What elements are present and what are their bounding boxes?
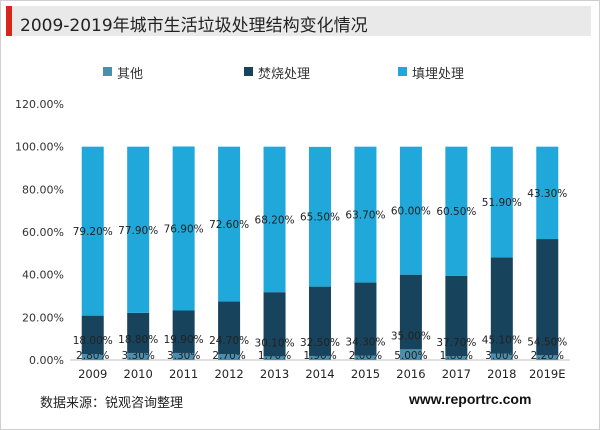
data-label-landfill: 63.70% — [345, 210, 385, 222]
bar-segment-landfill — [127, 146, 150, 313]
legend-swatch-other — [103, 67, 112, 76]
bar-segment-incineration — [399, 274, 422, 350]
bar-segment-other — [354, 355, 377, 360]
data-label-landfill: 79.20% — [73, 226, 113, 238]
bar-segment-other — [536, 355, 559, 360]
website-link[interactable]: www.reportrc.com — [409, 391, 532, 407]
data-label-landfill: 60.50% — [436, 206, 476, 218]
data-label-incineration: 30.10% — [255, 337, 295, 349]
legend: 其他 焚烧处理 填埋处理 — [0, 63, 600, 83]
title-accent-bar — [6, 6, 12, 36]
data-label-landfill: 43.30% — [527, 188, 567, 200]
bar-segment-other — [218, 354, 241, 360]
x-tick-label: 2019E — [529, 367, 566, 381]
y-tick-label: 20.00% — [22, 311, 64, 324]
bar-segment-incineration — [309, 286, 331, 356]
bar-segment-landfill — [490, 146, 513, 258]
bar-segment-incineration — [218, 301, 241, 355]
bar-segment-landfill — [399, 146, 422, 275]
bar-segment-landfill — [445, 146, 468, 276]
bar-segment-other — [127, 352, 150, 360]
legend-label-other: 其他 — [117, 67, 144, 82]
data-source: 数据来源：锐观咨询整理 — [40, 396, 184, 411]
bar-segment-other — [263, 356, 286, 360]
data-label-other: 3.30% — [122, 350, 155, 362]
bar-segment-other — [81, 354, 104, 360]
bar-segment-incineration — [490, 257, 513, 354]
legend-label-landfill: 填埋处理 — [412, 67, 465, 82]
data-label-landfill: 76.90% — [164, 223, 204, 235]
chart-title: 2009-2019年城市生活垃圾处理结构变化情况 — [20, 16, 368, 36]
x-tick-label: 2017 — [442, 367, 471, 381]
y-tick-label: 60.00% — [22, 226, 64, 239]
bar-segment-landfill — [172, 146, 195, 311]
data-label-incineration: 54.50% — [527, 336, 567, 348]
data-label-other: 5.00% — [394, 350, 427, 362]
bar-segment-landfill — [81, 146, 104, 316]
bar-segment-incineration — [354, 282, 377, 356]
data-label-landfill: 68.20% — [255, 214, 295, 226]
bar-segment-other — [445, 356, 468, 360]
data-label-landfill: 72.60% — [209, 219, 249, 231]
data-label-incineration: 35.00% — [391, 330, 431, 342]
x-tick-label: 2012 — [214, 367, 243, 381]
y-tick-label: 0.00% — [29, 354, 64, 367]
data-label-incineration: 45.10% — [482, 335, 522, 347]
data-label-incineration: 34.30% — [345, 337, 385, 349]
legend-label-incineration: 焚烧处理 — [258, 67, 311, 82]
data-label-landfill: 65.50% — [300, 212, 340, 224]
data-label-incineration: 18.00% — [73, 335, 113, 347]
x-tick-label: 2010 — [124, 367, 153, 381]
bar-segment-incineration — [445, 275, 468, 357]
bar-segment-incineration — [536, 239, 559, 356]
data-label-landfill: 77.90% — [118, 225, 158, 237]
bar-segment-landfill — [354, 146, 377, 283]
x-tick-label: 2009 — [78, 367, 107, 381]
bar-segment-landfill — [309, 146, 331, 287]
bar-segment-other — [172, 352, 195, 360]
data-label-other: 3.30% — [167, 350, 200, 362]
data-label-landfill: 51.90% — [482, 197, 522, 209]
x-tick-label: 2016 — [396, 367, 425, 381]
legend-swatch-incineration — [244, 67, 253, 76]
y-tick-label: 40.00% — [22, 269, 64, 282]
x-tick-label: 2014 — [305, 367, 334, 381]
x-tick-label: 2011 — [169, 367, 198, 381]
data-label-landfill: 60.00% — [391, 206, 431, 218]
bar-segment-incineration — [172, 310, 195, 353]
bar-segment-landfill — [536, 146, 559, 240]
bar-segment-other — [490, 353, 513, 360]
bar-segment-other — [309, 355, 331, 360]
bar-segment-landfill — [218, 146, 241, 302]
y-tick-label: 80.00% — [22, 183, 64, 196]
bar-segment-incineration — [81, 315, 104, 355]
x-tick-label: 2015 — [351, 367, 380, 381]
bar-segment-incineration — [127, 312, 150, 353]
title-bar: 2009-2019年城市生活垃圾处理结构变化情况 — [6, 6, 591, 36]
data-label-incineration: 32.50% — [300, 337, 340, 349]
data-label-incineration: 37.70% — [436, 337, 476, 349]
x-tick-label: 2013 — [260, 367, 289, 381]
bar-segment-other — [399, 349, 422, 360]
bar-segment-incineration — [263, 292, 286, 357]
legend-swatch-landfill — [398, 67, 407, 76]
data-label-incineration: 18.80% — [118, 334, 158, 346]
data-label-incineration: 24.70% — [209, 335, 249, 347]
y-tick-label: 120.00% — [15, 98, 64, 111]
x-tick-label: 2018 — [487, 367, 516, 381]
data-label-incineration: 19.90% — [164, 334, 204, 346]
bar-segment-landfill — [263, 146, 286, 293]
y-tick-label: 100.00% — [15, 141, 64, 154]
